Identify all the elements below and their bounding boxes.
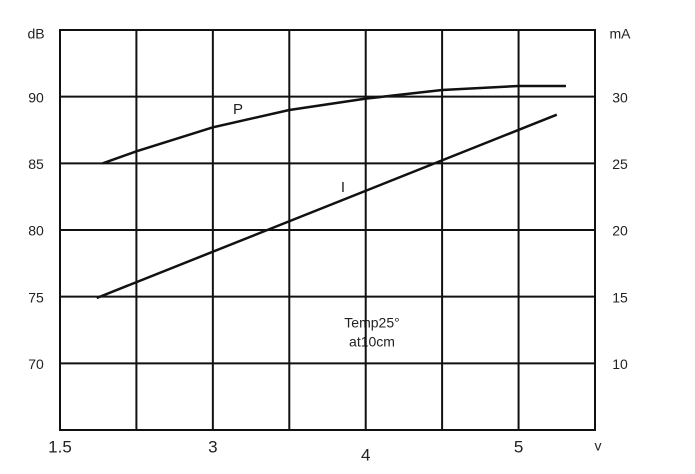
y2-unit: mA [610, 26, 632, 42]
y2-tick-label: 10 [612, 356, 628, 372]
y-tick-label: 90 [28, 89, 44, 105]
y-tick-label: 80 [28, 223, 44, 239]
y2-tick-label: 20 [612, 223, 628, 239]
annotation: at10cm [349, 334, 395, 350]
y2-tick-label: 15 [612, 289, 628, 305]
series-label: P [233, 101, 243, 118]
series-line [96, 113, 558, 300]
y-tick-label: 75 [28, 289, 44, 305]
y-tick-label: 70 [28, 356, 44, 372]
y2-tick-label: 25 [612, 156, 628, 172]
y2-tick-label: 30 [612, 89, 628, 105]
x-tick-label: 1.5 [48, 437, 72, 456]
series-line [102, 84, 566, 165]
y-unit: dB [27, 26, 44, 42]
y-tick-label: 85 [28, 156, 44, 172]
x-tick-label: 3 [208, 437, 217, 456]
x-tick-label: 5 [514, 437, 523, 456]
x-tick-label: 4 [361, 445, 370, 464]
annotation: Temp25° [344, 315, 399, 331]
series-label: I [341, 179, 345, 196]
x-unit: v [595, 438, 602, 454]
